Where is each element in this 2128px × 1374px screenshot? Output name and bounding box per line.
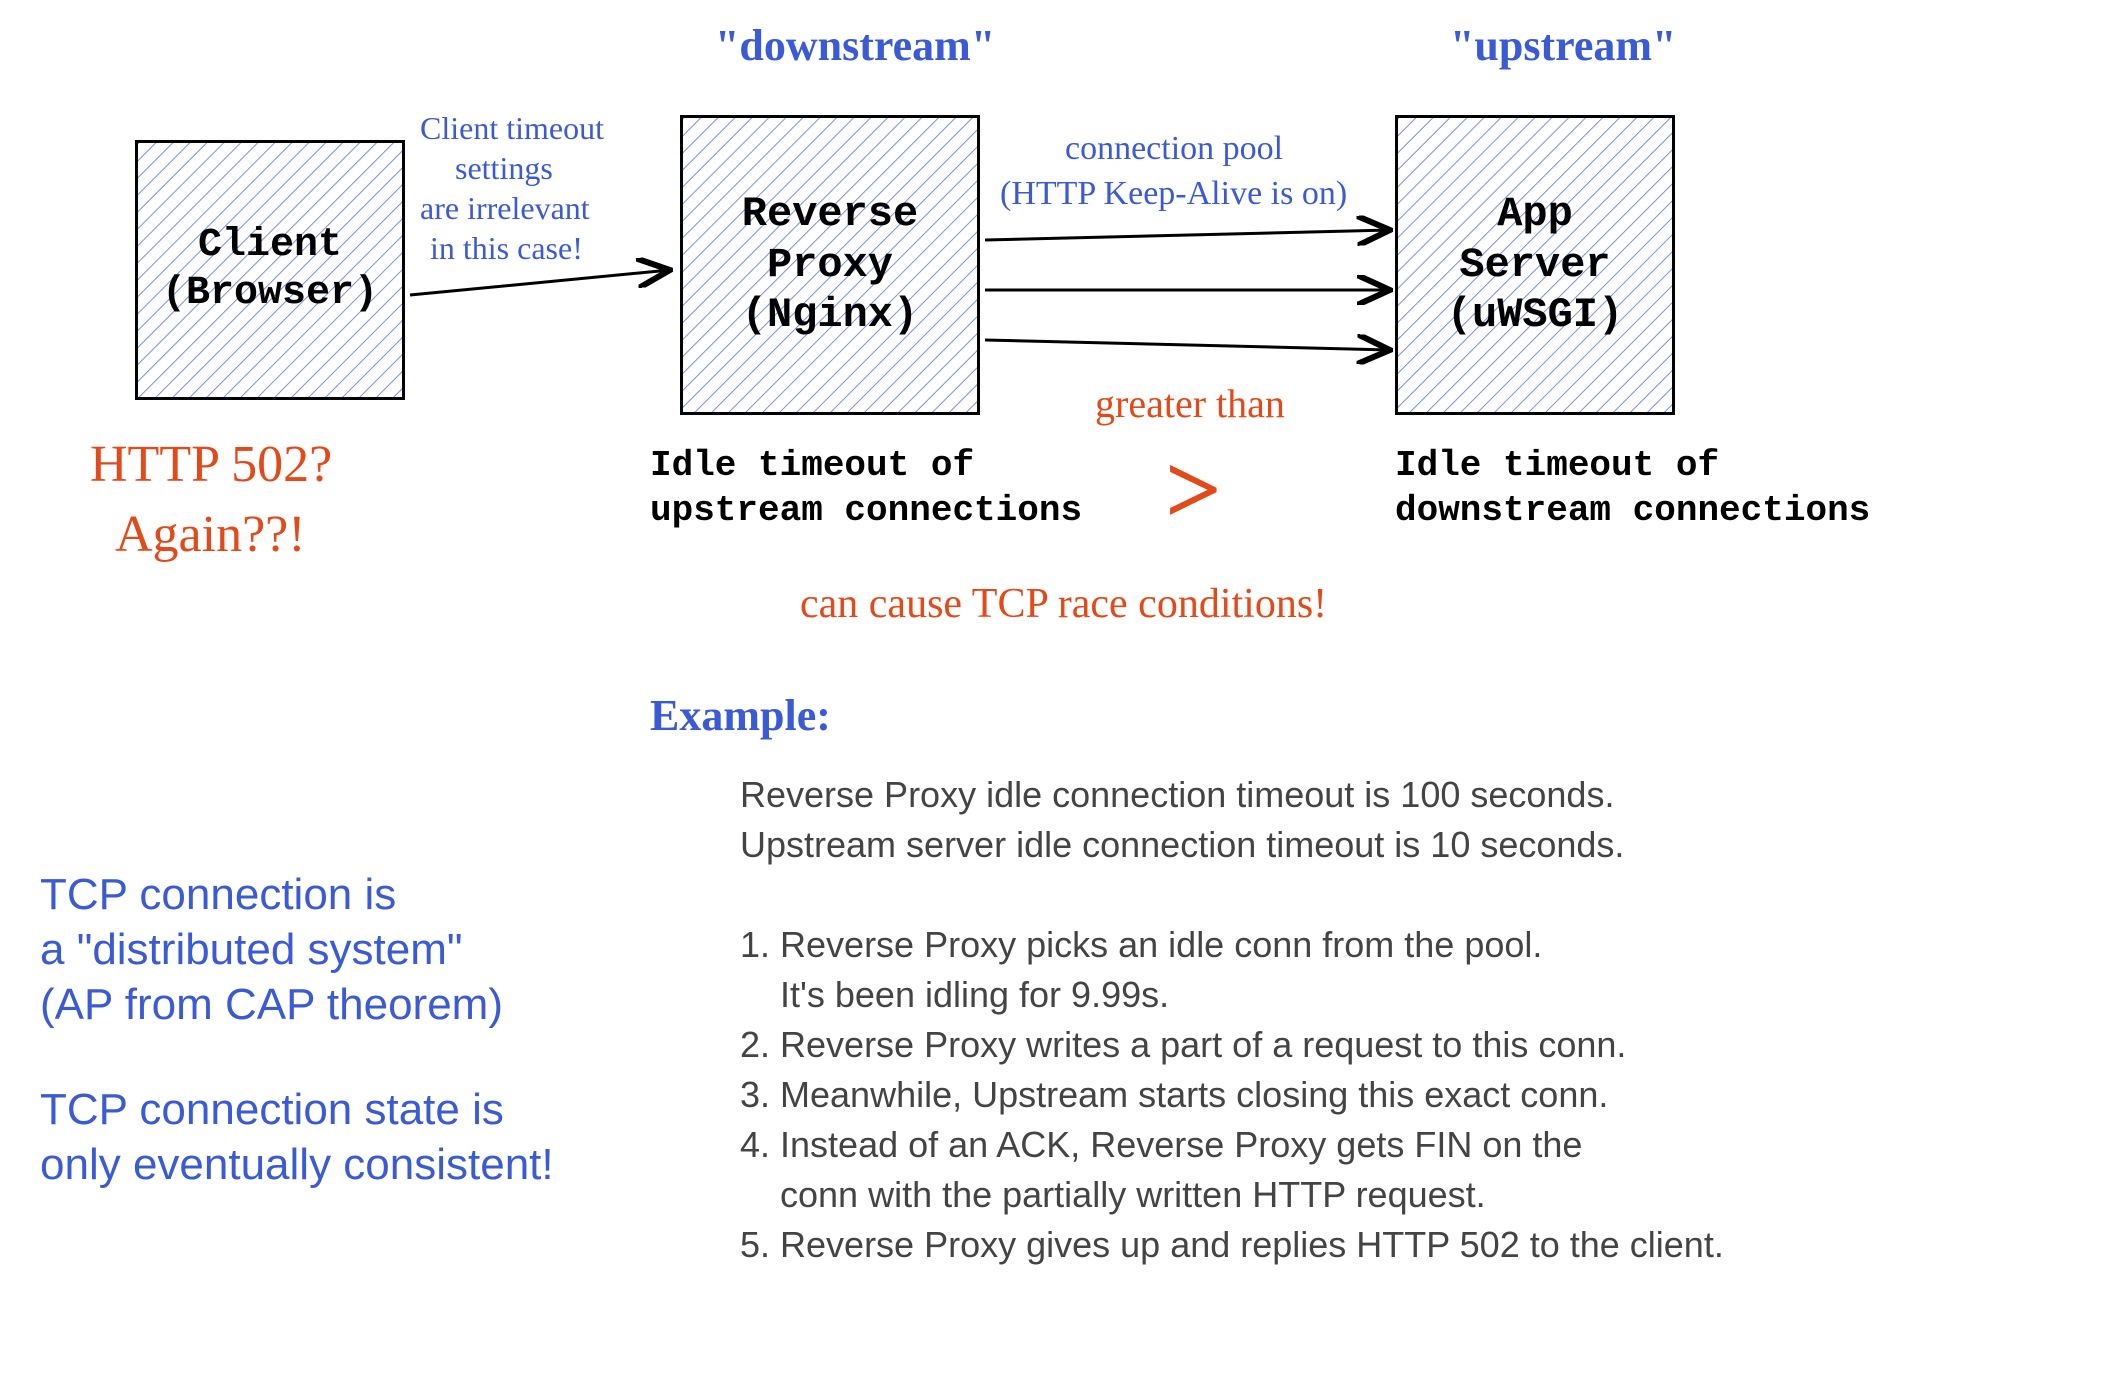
- client-timeout-l4: in this case!: [430, 230, 583, 267]
- app-subtitle: (uWSGI): [1447, 290, 1623, 340]
- connpool-l1: connection pool: [1065, 130, 1283, 168]
- client-timeout-l2: settings: [455, 150, 553, 187]
- tcp-l5: only eventually consistent!: [40, 1140, 554, 1190]
- gt-symbol: >: [1165, 440, 1222, 540]
- upstream-label: "upstream": [1450, 20, 1677, 71]
- proxy-subtitle: (Nginx): [742, 290, 918, 340]
- proxy-title: Reverse: [742, 189, 918, 239]
- client-title: Client: [162, 222, 378, 270]
- tcp-l2: a "distributed system": [40, 925, 463, 975]
- downstream-label: "downstream": [715, 20, 995, 71]
- client-timeout-l1: Client timeout: [420, 110, 604, 147]
- diagram-canvas: Client (Browser) Reverse Proxy (Nginx) A…: [0, 0, 2128, 1374]
- app-mid: Server: [1447, 240, 1623, 290]
- connpool-l2: (HTTP Keep-Alive is on): [1000, 175, 1347, 213]
- proxy-mid: Proxy: [742, 240, 918, 290]
- http502-l1: HTTP 502?: [90, 435, 332, 494]
- example-text: Reverse Proxy idle connection timeout is…: [740, 770, 1724, 1270]
- tcp-l3: (AP from CAP theorem): [40, 980, 503, 1030]
- client-subtitle: (Browser): [162, 270, 378, 318]
- http502-l2: Again??!: [115, 505, 306, 564]
- tcp-l1: TCP connection is: [40, 870, 396, 920]
- tcp-l4: TCP connection state is: [40, 1085, 504, 1135]
- race-line: can cause TCP race conditions!: [800, 580, 1327, 628]
- app-title: App: [1447, 189, 1623, 239]
- example-heading: Example:: [650, 690, 831, 741]
- idle-downstream-l2: downstream connections: [1395, 490, 1870, 531]
- idle-downstream-l1: Idle timeout of: [1395, 445, 1719, 486]
- greater-than-label: greater than: [1095, 380, 1285, 427]
- client-timeout-l3: are irrelevant: [420, 190, 590, 227]
- idle-upstream-l2: upstream connections: [650, 490, 1082, 531]
- idle-upstream-l1: Idle timeout of: [650, 445, 974, 486]
